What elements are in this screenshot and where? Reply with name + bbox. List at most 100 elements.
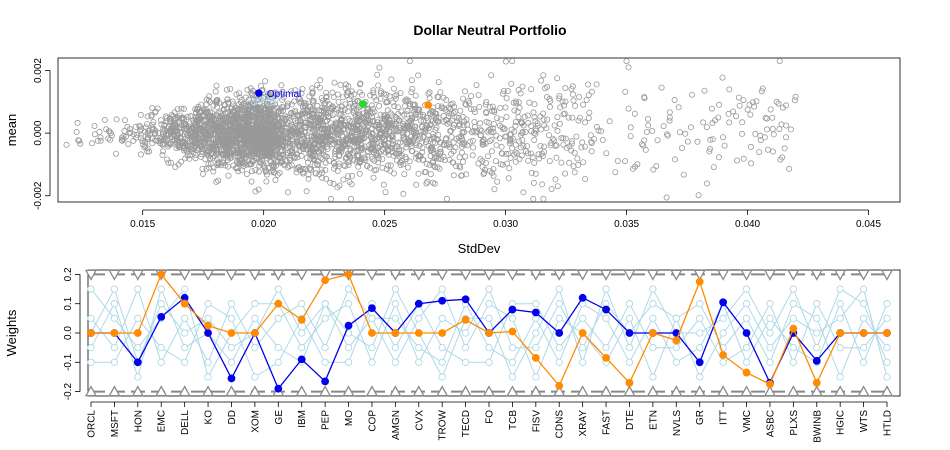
- cloud-point: [787, 126, 794, 133]
- cloud-point: [477, 132, 484, 139]
- cloud-point: [276, 153, 283, 160]
- cloud-point: [358, 133, 365, 140]
- cloud-point: [376, 64, 383, 71]
- cloud-point: [382, 128, 389, 135]
- x-tick-label: 0.030: [493, 219, 518, 230]
- cloud-point: [390, 170, 397, 177]
- cloud-point: [631, 110, 638, 117]
- cloud-point: [783, 102, 790, 109]
- cloud-point: [571, 149, 578, 156]
- cloud-point: [362, 127, 369, 134]
- cloud-point: [606, 118, 613, 125]
- cloud-point: [130, 137, 137, 144]
- cloud-point: [310, 111, 317, 118]
- cloud-point: [502, 58, 509, 65]
- cloud-point: [593, 81, 600, 88]
- light-blue-weight-point: [766, 314, 774, 322]
- x-tick-label: ASBC: [765, 410, 776, 437]
- cloud-point: [758, 88, 765, 95]
- cloud-point: [531, 129, 538, 136]
- cloud-point: [217, 138, 224, 145]
- cloud-point: [96, 128, 103, 135]
- cloud-point: [488, 72, 495, 79]
- lower-bound-marker: [108, 385, 121, 397]
- upper-bound-marker: [389, 269, 402, 281]
- cloud-point: [280, 136, 287, 143]
- x-tick-label: NVLS: [672, 410, 683, 436]
- cloud-point: [357, 157, 364, 164]
- cloud-point: [383, 166, 390, 173]
- cloud-point: [650, 166, 657, 173]
- x-tick-label: ITT: [719, 410, 730, 425]
- orange-weight-point: [368, 329, 376, 337]
- cloud-point: [167, 118, 174, 125]
- cloud-point: [178, 122, 185, 129]
- lower-bound-marker: [84, 385, 98, 397]
- cloud-point: [627, 124, 634, 131]
- orange-weight-point: [344, 270, 353, 279]
- cloud-point: [211, 152, 218, 159]
- cloud-point: [402, 97, 409, 104]
- cloud-point: [510, 99, 517, 106]
- cloud-point: [356, 170, 363, 177]
- cloud-point: [537, 142, 544, 149]
- cloud-point: [518, 119, 525, 126]
- cloud-point: [425, 142, 432, 149]
- lower-bound-marker: [482, 385, 496, 397]
- cloud-point: [178, 158, 185, 165]
- cloud-point: [167, 159, 174, 166]
- cloud-point: [317, 147, 324, 154]
- cloud-point: [336, 182, 343, 189]
- orange-weight-point: [625, 378, 634, 387]
- upper-bound-marker: [810, 269, 823, 281]
- light-blue-weight-point: [180, 344, 189, 352]
- upper-bound-marker: [201, 269, 215, 281]
- cloud-point: [113, 150, 120, 157]
- cloud-point: [332, 148, 339, 155]
- optimal-point: [255, 89, 263, 97]
- cloud-point: [371, 122, 378, 129]
- cloud-point: [701, 87, 708, 94]
- cloud-point: [306, 165, 313, 172]
- light-blue-weight-point: [672, 314, 680, 322]
- cloud-point: [747, 111, 754, 118]
- light-blue-weight-point: [204, 358, 212, 366]
- cloud-point: [582, 143, 589, 150]
- cloud-point: [453, 163, 460, 170]
- cloud-point: [412, 111, 419, 118]
- cloud-point: [165, 143, 172, 150]
- cloud-point: [234, 165, 241, 172]
- cloud-point: [239, 121, 246, 128]
- light-blue-weight-point: [251, 314, 259, 322]
- cloud-point: [318, 95, 325, 102]
- orange-weight-point: [438, 329, 447, 337]
- cloud-point: [126, 130, 133, 137]
- cloud-point: [457, 107, 464, 114]
- cloud-point: [481, 166, 488, 173]
- cloud-point: [372, 121, 379, 128]
- cloud-point: [709, 120, 716, 127]
- cloud-point: [645, 122, 652, 129]
- cloud-point: [465, 126, 472, 133]
- cloud-point: [125, 141, 132, 148]
- cloud-point: [297, 99, 304, 106]
- light-blue-weight-point: [438, 373, 446, 381]
- cloud-point: [320, 131, 327, 138]
- cloud-point: [397, 90, 404, 97]
- x-tick-label: KO: [204, 410, 215, 425]
- cloud-point: [506, 165, 513, 172]
- cloud-point: [493, 142, 500, 149]
- cloud-point: [366, 164, 373, 171]
- cloud-point: [302, 166, 309, 173]
- orange-weight-point: [508, 327, 517, 336]
- cloud-point: [459, 158, 466, 165]
- light-blue-weight-point: [883, 314, 891, 322]
- cloud-point: [308, 166, 315, 173]
- light-blue-weight-point: [508, 373, 517, 381]
- x-tick-label: WTS: [859, 410, 870, 433]
- cloud-point: [376, 102, 383, 109]
- cloud-point: [181, 130, 188, 137]
- upper-bound-marker: [880, 269, 894, 281]
- light-blue-weight-point: [555, 314, 563, 322]
- cloud-point: [351, 91, 358, 98]
